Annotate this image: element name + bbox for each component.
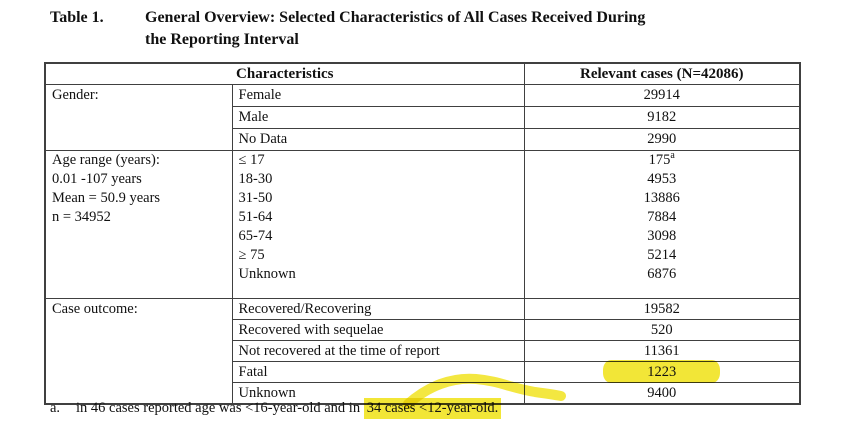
table-title-line2: the Reporting Interval — [145, 31, 299, 48]
age-group-line: Age range (years): — [52, 152, 160, 168]
age-bracket-list: ≤ 17 18-30 31-50 51-64 65-74 ≥ 75 Unknow… — [231, 150, 525, 299]
table-title: Table 1. General Overview: Selected Char… — [50, 7, 645, 51]
age-value-list: 175a 4953 13886 7884 3098 5214 6876 — [523, 150, 801, 299]
age-group-line: 0.01 -107 years — [52, 171, 142, 187]
table-row: Recovered with sequelae 520 — [45, 319, 801, 341]
highlight-mark-footnote: 34 cases <12-year-old. — [363, 398, 502, 419]
header-relevant-cases: Relevant cases (N=42086) — [523, 62, 801, 85]
gender-value-male: 9182 — [523, 106, 801, 129]
group-case-outcome: Case outcome: — [44, 298, 233, 405]
age-value: 5214 — [647, 247, 677, 263]
table-title-prefix: Table 1. — [50, 9, 104, 26]
table-title-text: General Overview: Selected Characteristi… — [145, 7, 645, 51]
table-header-row: Characteristics Relevant cases (N=42086) — [44, 62, 801, 85]
outcome-value-fatal: 1223 — [523, 360, 801, 383]
age-bracket: Unknown — [238, 266, 296, 282]
table-row: Case outcome: Recovered/Recovering 19582 — [44, 298, 801, 405]
age-value: 4953 — [647, 171, 677, 187]
overview-table: Characteristics Relevant cases (N=42086)… — [44, 62, 801, 405]
age-group-line: Mean = 50.9 years — [52, 190, 161, 206]
footnote-text: in 46 cases reported age was <16-year-ol… — [76, 398, 502, 419]
outcome-value-sequelae: 520 — [523, 319, 801, 341]
outcome-label-fatal: Fatal — [231, 361, 525, 383]
age-value: 6876 — [647, 266, 677, 282]
outcome-value-notrecovered: 11361 — [523, 340, 801, 362]
outcome-label-recovered: Recovered/Recovering — [231, 298, 525, 320]
gender-value-female: 29914 — [523, 84, 801, 107]
header-characteristics: Characteristics — [44, 62, 525, 85]
table-row-age-section: Age range (years): 0.01 -107 years Mean … — [44, 150, 801, 299]
age-bracket: ≥ 75 — [238, 247, 265, 263]
age-group-line: n = 34952 — [52, 209, 111, 225]
footnote-marker: a. — [50, 400, 61, 416]
gender-label-nodata: No Data — [231, 128, 525, 151]
outcome-label-sequelae: Recovered with sequelae — [231, 319, 525, 341]
footnote-ref-a: a — [670, 150, 675, 162]
group-gender: Gender: — [44, 84, 233, 151]
age-value: 175a — [531, 151, 794, 170]
age-value: 3098 — [647, 228, 677, 244]
age-bracket: 18-30 — [238, 171, 273, 187]
age-value: 7884 — [647, 209, 677, 225]
gender-label-female: Female — [231, 84, 525, 107]
gender-label-male: Male — [231, 106, 525, 129]
outcome-value-recovered: 19582 — [523, 298, 801, 320]
table-title-line1: General Overview: Selected Characteristi… — [145, 9, 646, 26]
age-bracket: ≤ 17 — [238, 152, 265, 168]
footnote-a: a. in 46 cases reported age was <16-year… — [50, 398, 502, 419]
age-bracket: 65-74 — [238, 228, 273, 244]
age-value: 13886 — [643, 190, 680, 206]
table-row: Gender: Female 29914 — [44, 84, 801, 151]
group-age-range: Age range (years): 0.01 -107 years Mean … — [44, 150, 233, 299]
outcome-label-notrecovered: Not recovered at the time of report — [231, 340, 525, 362]
age-value-text: 175 — [648, 152, 671, 168]
age-bracket: 31-50 — [238, 190, 273, 206]
highlight-mark-fatal-value: 1223 — [603, 360, 721, 383]
gender-value-nodata: 2990 — [523, 128, 801, 151]
age-bracket: 51-64 — [238, 209, 273, 225]
footnote-text-plain: in 46 cases reported age was <16-year-ol… — [76, 400, 364, 416]
outcome-value-unknown: 9400 — [523, 382, 801, 405]
